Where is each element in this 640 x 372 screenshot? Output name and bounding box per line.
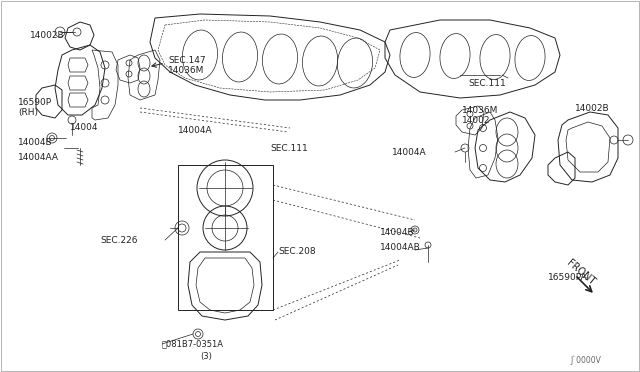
Text: J`0000V: J`0000V bbox=[570, 355, 601, 365]
Text: 14036M: 14036M bbox=[462, 106, 499, 115]
Bar bbox=[178, 165, 273, 310]
Text: 14002B: 14002B bbox=[575, 103, 610, 112]
Text: 14002: 14002 bbox=[462, 115, 490, 125]
Text: SEC.147: SEC.147 bbox=[168, 55, 205, 64]
Text: FRONT: FRONT bbox=[565, 257, 597, 286]
Text: 16590P: 16590P bbox=[18, 97, 52, 106]
Text: 14036M: 14036M bbox=[168, 65, 204, 74]
Text: SEC.111: SEC.111 bbox=[270, 144, 308, 153]
Text: Ⓑ081B7-0351A: Ⓑ081B7-0351A bbox=[162, 340, 224, 349]
Text: 14004A: 14004A bbox=[392, 148, 427, 157]
Text: 14004B: 14004B bbox=[380, 228, 415, 237]
Text: 16590PA: 16590PA bbox=[548, 273, 588, 282]
Text: 14004: 14004 bbox=[70, 122, 99, 131]
Text: SEC.226: SEC.226 bbox=[100, 235, 138, 244]
Text: 14004A: 14004A bbox=[178, 125, 212, 135]
Text: 14004AA: 14004AA bbox=[18, 153, 59, 161]
Text: 14004AB: 14004AB bbox=[380, 244, 420, 253]
Text: 14004B: 14004B bbox=[18, 138, 52, 147]
Text: (RH): (RH) bbox=[18, 108, 38, 116]
Text: SEC.111: SEC.111 bbox=[468, 78, 506, 87]
Text: 14002B: 14002B bbox=[30, 31, 65, 39]
Text: SEC.208: SEC.208 bbox=[278, 247, 316, 257]
Text: (3): (3) bbox=[200, 352, 212, 360]
